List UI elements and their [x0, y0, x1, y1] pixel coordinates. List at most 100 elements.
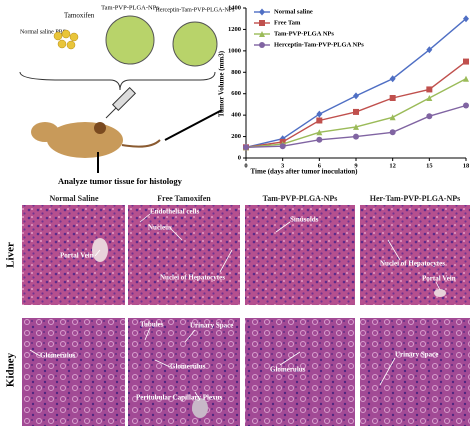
- arrow: [435, 281, 441, 291]
- annotation: Glomerulus: [40, 352, 76, 360]
- x-tick-label: 15: [426, 162, 433, 169]
- marker: [353, 133, 359, 140]
- legend-label: Herceptin-Tam-PVP-PLGA NPs: [274, 41, 364, 48]
- annotation: Glomerulus: [170, 363, 206, 371]
- annotation: Urinary Space: [190, 322, 233, 330]
- arrow: [164, 109, 223, 141]
- annotation: Urinary Space: [395, 351, 438, 359]
- marker: [426, 95, 433, 101]
- arrow: [94, 249, 101, 257]
- marker: [389, 129, 396, 136]
- vessel: [434, 289, 446, 297]
- y-tick-label: 1200: [228, 26, 241, 33]
- kidney-image: [22, 318, 125, 426]
- marker: [463, 102, 469, 109]
- marker: [426, 113, 433, 120]
- schematic: Normal saline PBS Tamoxifen Tam-PVP-PLGA…: [19, 4, 236, 186]
- annotation: Endothelial cells: [150, 208, 199, 216]
- x-tick-label: 9: [354, 162, 358, 169]
- nanoparticle-icon: [172, 21, 218, 67]
- y-tick-label: 400: [231, 112, 241, 119]
- column-header: Free Tamoxifen: [157, 194, 211, 203]
- marker: [463, 15, 469, 23]
- y-tick-label: 800: [231, 69, 241, 76]
- marker: [389, 75, 396, 83]
- group-label: Tam-PVP-PLGA-NPs: [101, 4, 159, 11]
- vessel: [192, 398, 208, 418]
- x-tick-label: 3: [281, 162, 285, 169]
- marker: [463, 58, 469, 65]
- marker: [316, 110, 323, 118]
- arrow: [29, 349, 41, 357]
- legend-marker: [259, 42, 265, 48]
- marker: [316, 117, 323, 124]
- nanoparticle-icon: [105, 15, 155, 65]
- annotation: Glomerulus: [270, 366, 306, 374]
- tamoxifen-icon: [53, 29, 79, 50]
- annotation: Peritubular Capillary Plexus: [136, 394, 222, 402]
- kidney-image: [245, 318, 355, 426]
- y-axis-label: Tumor Volume (mm3): [218, 50, 226, 117]
- x-tick-label: 18: [463, 162, 470, 169]
- arrow: [275, 221, 291, 233]
- legend-label: Free Tam: [274, 19, 301, 26]
- mouse-icon: [31, 122, 161, 158]
- arrow: [387, 239, 401, 261]
- caption: Analyze tumor tissue for histology: [58, 176, 183, 186]
- x-tick-label: 0: [244, 162, 247, 169]
- y-tick-label: 600: [231, 90, 241, 97]
- x-tick-label: 6: [318, 162, 322, 169]
- x-tick-label: 12: [389, 162, 396, 169]
- annotation: Tubules: [140, 321, 164, 329]
- annotation: Nuclei of Hepatocytes: [160, 274, 225, 282]
- arrow: [139, 213, 151, 223]
- arrow: [194, 391, 201, 401]
- marker: [243, 144, 249, 151]
- annotation: Portal Vein: [422, 275, 456, 283]
- arrow: [219, 249, 233, 273]
- arrow: [379, 357, 396, 386]
- line-chart: Time (days after tumor inoculation) Tumo…: [218, 4, 470, 175]
- marker: [389, 114, 396, 121]
- marker: [353, 108, 359, 115]
- annotation: Nuclei of Hepatocytes: [380, 260, 445, 268]
- legend-marker: [259, 20, 265, 26]
- group-label: Herceptin-Tam-PVP-PLGA-NPs: [156, 7, 236, 13]
- marker: [389, 95, 396, 101]
- kidney-image: [360, 318, 470, 426]
- kidney-image: [128, 318, 240, 426]
- marker: [316, 136, 323, 143]
- marker: [353, 92, 359, 100]
- legend-label: Normal saline: [274, 8, 313, 15]
- marker: [353, 123, 359, 130]
- legend-marker: [259, 31, 265, 37]
- legend-label: Tam-PVP-PLGA NPs: [274, 30, 334, 37]
- marker: [463, 75, 469, 82]
- y-tick-label: 0: [238, 154, 241, 161]
- histology-grid: Normal Saline Free Tamoxifen Tam-PVP-PLG…: [5, 194, 470, 426]
- marker: [316, 129, 323, 136]
- syringe-icon: [105, 86, 137, 119]
- arrow: [169, 227, 183, 241]
- y-tick-label: 200: [231, 133, 241, 140]
- annotation: Nucleus: [148, 224, 172, 232]
- arrow: [184, 329, 196, 343]
- arrow: [154, 359, 171, 368]
- column-header: Normal Saline: [49, 194, 99, 203]
- liver-image: [22, 205, 125, 305]
- column-header: Tam-PVP-PLGA-NPs: [263, 194, 338, 203]
- x-axis-label: Time (days after tumor inoculation): [251, 168, 359, 176]
- y-tick-label: 1000: [228, 47, 241, 54]
- marker: [426, 46, 433, 54]
- column-header: Her-Tam-PVP-PLGA-NPs: [370, 194, 461, 203]
- row-label: Liver: [5, 242, 17, 268]
- marker: [426, 86, 433, 93]
- arrow: [144, 327, 151, 341]
- annotation: Portal Vein: [60, 252, 94, 260]
- row-label: Kidney: [5, 352, 17, 387]
- marker: [279, 143, 286, 150]
- bracket: [19, 71, 216, 91]
- liver-image: [360, 205, 470, 305]
- y-tick-label: 1400: [228, 4, 241, 11]
